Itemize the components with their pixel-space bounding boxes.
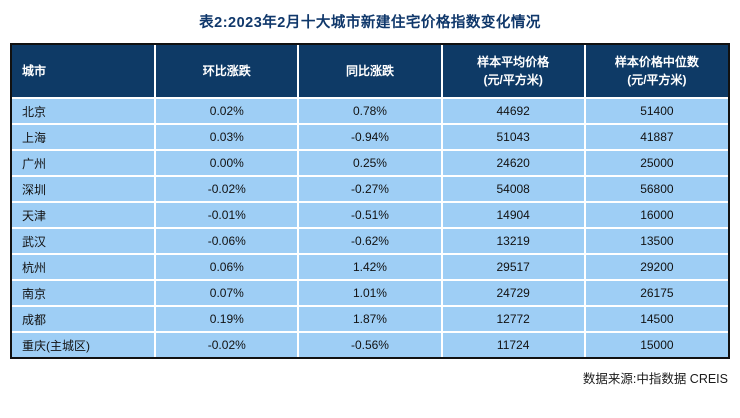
table-row: 南京 0.07% 1.01% 24729 26175 [12,279,728,307]
value-cell: 44692 [440,97,586,125]
value-cell: 56800 [583,175,728,203]
column-header-0: 城市 [12,45,157,99]
value-cell: 16000 [583,201,728,229]
value-cell: 0.25% [297,149,443,177]
table-row: 北京 0.02% 0.78% 44692 51400 [12,97,728,125]
value-cell: -0.06% [154,227,300,255]
value-cell: 0.03% [154,123,300,151]
value-cell: 1.01% [297,279,443,307]
city-cell: 深圳 [12,175,157,203]
table-row: 上海 0.03% -0.94% 51043 41887 [12,123,728,151]
city-cell: 南京 [12,279,157,307]
value-cell: -0.02% [154,175,300,203]
value-cell: 29200 [583,253,728,281]
city-cell: 杭州 [12,253,157,281]
value-cell: 14500 [583,305,728,333]
value-cell: 1.87% [297,305,443,333]
column-header-1: 环比涨跌 [154,45,300,99]
table-row: 深圳 -0.02% -0.27% 54008 56800 [12,175,728,203]
value-cell: 0.78% [297,97,443,125]
city-cell: 成都 [12,305,157,333]
value-cell: 11724 [440,331,586,357]
table-row: 广州 0.00% 0.25% 24620 25000 [12,149,728,177]
table-body: 北京 0.02% 0.78% 44692 51400 上海 0.03% -0.94% 51043… [12,97,728,357]
value-cell: 24729 [440,279,586,307]
column-header-3: 样本平均价格 (元/平方米) [440,45,586,99]
value-cell: -0.27% [297,175,443,203]
column-header-4: 样本价格中位数 (元/平方米) [583,45,728,99]
table-row: 重庆(主城区) -0.02% -0.56% 11724 15000 [12,331,728,357]
value-cell: -0.51% [297,201,443,229]
value-cell: 29517 [440,253,586,281]
value-cell: -0.62% [297,227,443,255]
value-cell: 26175 [583,279,728,307]
value-cell: -0.01% [154,201,300,229]
value-cell: 13219 [440,227,586,255]
value-cell: 0.07% [154,279,300,307]
value-cell: -0.94% [297,123,443,151]
value-cell: 51400 [583,97,728,125]
table-row: 成都 0.19% 1.87% 12772 14500 [12,305,728,333]
city-cell: 广州 [12,149,157,177]
value-cell: 54008 [440,175,586,203]
column-header-2: 同比涨跌 [297,45,443,99]
value-cell: 14904 [440,201,586,229]
table-header-row: 城市 环比涨跌 同比涨跌 样本平均价格 (元/平方米) 样本价格中位数 (元/平方米) [12,45,728,99]
data-source-note: 数据来源:中指数据 CREIS [582,372,728,386]
value-cell: 0.06% [154,253,300,281]
table-row: 杭州 0.06% 1.42% 29517 29200 [12,253,728,281]
value-cell: 13500 [583,227,728,255]
city-cell: 上海 [12,123,157,151]
table-header: 城市 环比涨跌 同比涨跌 样本平均价格 (元/平方米) 样本价格中位数 (元/平方米) [12,45,728,99]
table-row: 武汉 -0.06% -0.62% 13219 13500 [12,227,728,255]
value-cell: -0.02% [154,331,300,357]
value-cell: 24620 [440,149,586,177]
value-cell: -0.56% [297,331,443,357]
value-cell: 0.00% [154,149,300,177]
table-row: 天津 -0.01% -0.51% 14904 16000 [12,201,728,229]
value-cell: 51043 [440,123,586,151]
city-cell: 天津 [12,201,157,229]
value-cell: 0.02% [154,97,300,125]
value-cell: 1.42% [297,253,443,281]
value-cell: 25000 [583,149,728,177]
city-cell: 重庆(主城区) [12,331,157,357]
city-cell: 北京 [12,97,157,125]
city-cell: 武汉 [12,227,157,255]
value-cell: 12772 [440,305,586,333]
table-title: 表2:2023年2月十大城市新建住宅价格指数变化情况 [199,15,541,31]
price-index-table: 城市 环比涨跌 同比涨跌 样本平均价格 (元/平方米) 样本价格中位数 (元/平方米) … [12,45,728,357]
value-cell: 15000 [583,331,728,357]
value-cell: 41887 [583,123,728,151]
value-cell: 0.19% [154,305,300,333]
price-index-table-frame: 城市 环比涨跌 同比涨跌 样本平均价格 (元/平方米) 样本价格中位数 (元/平方米) … [10,43,730,359]
